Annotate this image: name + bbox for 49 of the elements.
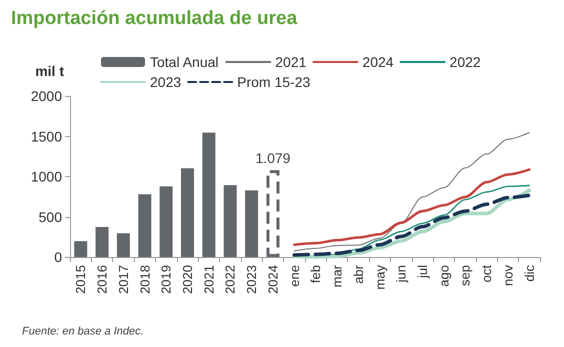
bar [116,233,130,257]
source-note: Fuente: en base a Indec. [22,326,144,338]
y-tick-label: 2000 [30,88,62,104]
x-tick-label: jul [415,264,430,280]
bar [202,132,216,257]
legend-label: 2022 [450,54,481,70]
chart-title: Importación acumulada de urea [11,8,298,29]
x-tick-label: 2015 [73,265,88,294]
bar [266,170,280,257]
legend-label: Prom 15-23 [237,74,311,90]
bar [181,168,194,257]
x-tick-label: 2017 [116,265,131,294]
bar [224,185,237,257]
y-tick-label: 500 [38,208,62,225]
x-tick-label: 2016 [94,265,110,294]
x-tick-label: 2020 [180,265,195,294]
legend-label: 2024 [362,54,394,70]
legend-label: 2023 [150,74,182,90]
line-series [293,168,531,246]
bar [245,190,258,257]
legend-label: Total Anual [150,54,218,70]
x-tick-label: feb [308,265,324,284]
y-axis-title: mil t [35,63,64,79]
x-tick-label: 2022 [222,265,238,294]
y-tick-label: 1500 [30,128,62,144]
x-tick-label: 2024 [265,265,280,294]
x-tick-label: 2023 [244,265,260,294]
x-tick-label: 2019 [158,265,174,294]
x-tick-label: ago [436,265,452,287]
x-tick-label: abr [350,264,366,284]
x-tick-label: dic [522,264,537,282]
x-tick-label: mar [330,264,345,288]
bar [138,194,152,257]
x-tick-label: nov [500,264,516,286]
x-tick-label: jun [394,265,409,284]
y-tick-label: 1000 [30,168,62,184]
x-tick-label: may [372,264,388,290]
x-tick-label: 2018 [137,265,152,294]
bar [96,226,109,257]
line-series [294,132,530,252]
legend-label: 2021 [275,54,307,70]
x-tick-label: sep [458,265,473,286]
x-tick-label: oct [479,264,494,282]
bar [160,186,173,257]
x-tick-label: 2021 [201,265,216,294]
x-tick-label: ene [286,265,302,287]
data-label: 1.079 [255,150,291,166]
bar [74,241,88,257]
y-tick-label: 0 [54,249,62,265]
